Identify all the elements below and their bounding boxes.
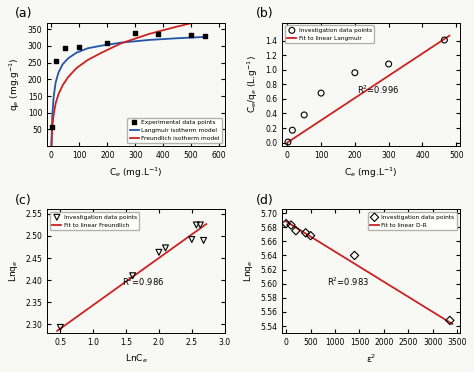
Langmuir isotherm model	[118, 41, 124, 45]
Freundlich isotherm model	[53, 101, 58, 106]
Text: (d): (d)	[255, 194, 273, 207]
Investigation data points	[56, 324, 64, 330]
Freundlich isotherm model	[118, 41, 124, 45]
Investigation data points	[446, 317, 454, 323]
Investigation data points	[129, 273, 137, 279]
Freundlich isotherm model	[51, 112, 56, 117]
Text: R$^2$=0.996: R$^2$=0.996	[357, 84, 399, 96]
Investigation data points	[200, 237, 208, 243]
Investigation data points	[307, 232, 314, 238]
Y-axis label: q$_e$ (mg.g$^{-1}$): q$_e$ (mg.g$^{-1}$)	[8, 58, 22, 111]
Freundlich isotherm model	[49, 125, 55, 129]
Investigation data points	[287, 222, 295, 228]
Investigation data points	[289, 127, 296, 133]
Investigation data points	[351, 70, 359, 76]
Experimental data points	[201, 33, 209, 39]
Experimental data points	[131, 30, 139, 36]
Langmuir isotherm model	[55, 70, 61, 75]
Experimental data points	[48, 124, 56, 130]
Investigation data points	[192, 222, 200, 228]
X-axis label: C$_e$ (mg.L$^{-1}$): C$_e$ (mg.L$^{-1}$)	[344, 166, 398, 180]
Investigation data points	[301, 112, 308, 118]
Freundlich isotherm model	[85, 58, 91, 62]
Langmuir isotherm model	[99, 44, 105, 48]
Experimental data points	[52, 58, 59, 64]
Langmuir isotherm model	[74, 50, 80, 55]
Legend: Investigation data points, Fit to linear D-R: Investigation data points, Fit to linear…	[368, 212, 456, 230]
Langmuir isotherm model	[48, 144, 54, 148]
Text: R$^2$=0.983: R$^2$=0.983	[327, 276, 369, 288]
Investigation data points	[292, 228, 300, 234]
Text: (a): (a)	[15, 7, 33, 20]
Y-axis label: Lnq$_e$: Lnq$_e$	[7, 260, 20, 282]
Langmuir isotherm model	[85, 46, 91, 51]
Langmuir isotherm model	[174, 36, 180, 41]
Langmuir isotherm model	[60, 62, 65, 67]
Langmuir isotherm model	[65, 56, 71, 61]
Freundlich isotherm model	[202, 17, 208, 22]
Investigation data points	[155, 249, 163, 255]
Text: R$^2$=0.986: R$^2$=0.986	[122, 276, 164, 288]
Freundlich isotherm model	[174, 24, 180, 29]
Investigation data points	[197, 222, 204, 228]
Text: (b): (b)	[255, 7, 273, 20]
Experimental data points	[154, 31, 161, 37]
Investigation data points	[351, 253, 358, 259]
Experimental data points	[75, 44, 83, 49]
Legend: Investigation data points, Fit to linear Freundlich: Investigation data points, Fit to linear…	[50, 212, 139, 230]
Experimental data points	[103, 40, 111, 46]
X-axis label: LnC$_e$: LnC$_e$	[125, 353, 147, 365]
Text: (c): (c)	[15, 194, 32, 207]
Y-axis label: C$_e$/q$_e$ (L.g$^{-1}$): C$_e$/q$_e$ (L.g$^{-1}$)	[245, 55, 260, 113]
Line: Freundlich isotherm model: Freundlich isotherm model	[51, 20, 205, 146]
Investigation data points	[317, 90, 325, 96]
Freundlich isotherm model	[48, 144, 54, 148]
Freundlich isotherm model	[99, 50, 105, 55]
Investigation data points	[441, 37, 448, 43]
Investigation data points	[283, 221, 290, 227]
Y-axis label: Lnq$_e$: Lnq$_e$	[242, 260, 255, 282]
X-axis label: C$_e$ (mg.L$^{-1}$): C$_e$ (mg.L$^{-1}$)	[109, 166, 163, 180]
Langmuir isotherm model	[146, 38, 152, 42]
Investigation data points	[188, 237, 196, 243]
Langmuir isotherm model	[202, 35, 208, 39]
X-axis label: ε$^2$: ε$^2$	[366, 353, 376, 365]
Freundlich isotherm model	[60, 83, 65, 87]
Legend: Experimental data points, Langmuir isotherm model, Freundlich isotherm model: Experimental data points, Langmuir isoth…	[128, 118, 222, 143]
Freundlich isotherm model	[74, 66, 80, 70]
Legend: Investigation data points, Fit to linear Langmuir: Investigation data points, Fit to linear…	[285, 25, 374, 43]
Langmuir isotherm model	[49, 114, 55, 118]
Langmuir isotherm model	[53, 80, 58, 85]
Langmuir isotherm model	[51, 94, 56, 99]
Freundlich isotherm model	[55, 92, 61, 97]
Freundlich isotherm model	[146, 32, 152, 36]
Freundlich isotherm model	[65, 75, 71, 79]
Investigation data points	[385, 61, 392, 67]
Investigation data points	[284, 139, 292, 145]
Investigation data points	[162, 245, 169, 251]
Experimental data points	[62, 45, 69, 51]
Line: Langmuir isotherm model: Langmuir isotherm model	[51, 37, 205, 146]
Experimental data points	[187, 32, 195, 38]
Investigation data points	[302, 230, 310, 236]
